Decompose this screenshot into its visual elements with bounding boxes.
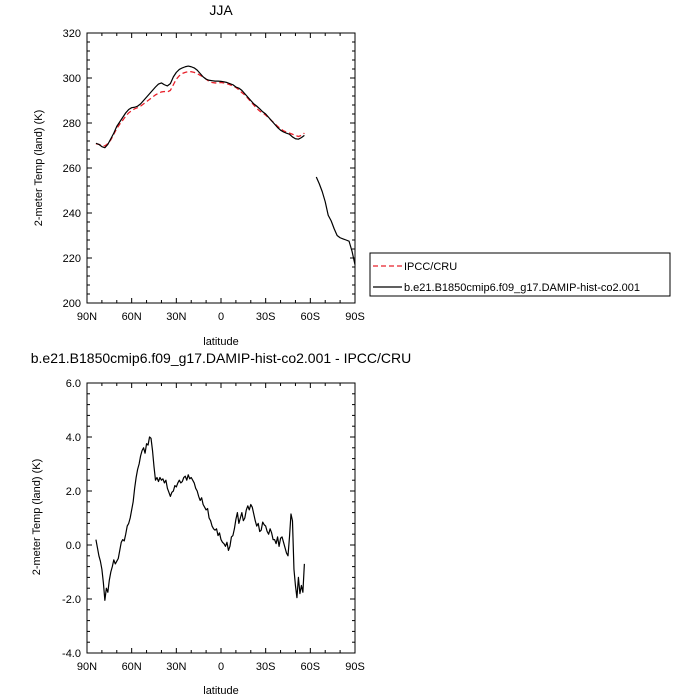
top-panel-y-tick-label: 280 xyxy=(63,118,81,130)
top-panel-title: JJA xyxy=(209,2,233,18)
legend-label-model: b.e21.B1850cmip6.f09_g17.DAMIP-hist-co2.… xyxy=(404,282,640,294)
bottom-panel-series xyxy=(95,436,305,601)
bottom-panel-x-tick-label: 90N xyxy=(77,661,97,673)
bottom-panel-y-tick-label: 0.0 xyxy=(66,540,81,552)
bottom-panel-x-tick-label: 90S xyxy=(345,661,365,673)
bottom-panel-x-tick-label: 30N xyxy=(166,661,186,673)
bottom-panel-y-tick-label: 2.0 xyxy=(66,486,81,498)
top-panel-x-tick-label: 90N xyxy=(77,311,97,323)
top-panel-xlabel: latitude xyxy=(203,336,238,348)
bottom-panel-x-tick-label: 60N xyxy=(122,661,142,673)
top-panel-x-tick-label: 30N xyxy=(166,311,186,323)
bottom-panel: b.e21.B1850cmip6.f09_g17.DAMIP-hist-co2.… xyxy=(31,350,412,697)
top-panel-series-line-1 xyxy=(95,65,356,265)
top-panel-y-tick-label: 320 xyxy=(63,28,81,40)
top-panel-y-tick-label: 300 xyxy=(63,73,81,85)
bottom-panel-plot-frame xyxy=(86,382,356,654)
top-panel: JJA 2-meter Temp (land) (K) latitude 90N… xyxy=(33,2,365,348)
top-panel-y-tick-label: 220 xyxy=(63,253,81,265)
top-panel-series xyxy=(95,65,356,265)
bottom-panel-x-tick-label: 0 xyxy=(218,661,224,673)
bottom-panel-y-tick-label: -2.0 xyxy=(62,594,81,606)
bottom-panel-title: b.e21.B1850cmip6.f09_g17.DAMIP-hist-co2.… xyxy=(31,350,412,366)
top-panel-ticks: 90N 60N 30N 0 30S 60S 90S 200 220 240 260 280 300 320 xyxy=(63,28,365,323)
bottom-panel-y-tick-label: 6.0 xyxy=(66,378,81,390)
top-panel-y-tick-label: 260 xyxy=(63,163,81,175)
top-panel-plot-frame xyxy=(86,32,356,304)
top-panel-x-tick-label: 60N xyxy=(122,311,142,323)
bottom-panel-x-tick-label: 60S xyxy=(301,661,321,673)
top-panel-y-tick-label: 240 xyxy=(63,208,81,220)
top-panel-x-tick-label: 90S xyxy=(345,311,365,323)
bottom-panel-ylabel: 2-meter Temp (land) (K) xyxy=(31,459,43,576)
top-panel-series-line-0 xyxy=(95,71,305,147)
bottom-panel-y-tick-label: -4.0 xyxy=(62,648,81,660)
legend-label-ipcc-cru: IPCC/CRU xyxy=(404,261,457,273)
top-panel-y-tick-label: 200 xyxy=(63,298,81,310)
top-panel-ylabel: 2-meter Temp (land) (K) xyxy=(33,110,45,227)
bottom-panel-x-tick-label: 30S xyxy=(256,661,276,673)
top-panel-x-tick-label: 60S xyxy=(301,311,321,323)
bottom-panel-y-tick-label: 4.0 xyxy=(66,432,81,444)
top-panel-x-tick-label: 30S xyxy=(256,311,276,323)
legend-box xyxy=(369,252,671,297)
legend: IPCC/CRU b.e21.B1850cmip6.f09_g17.DAMIP-… xyxy=(369,252,671,297)
bottom-panel-ticks: 90N 60N 30N 0 30S 60S 90S -4.0 -2.0 0.0 2.0 4.0 6.0 xyxy=(62,378,365,673)
bottom-panel-series-line-0 xyxy=(95,436,305,601)
bottom-panel-xlabel: latitude xyxy=(203,685,238,697)
top-panel-x-tick-label: 0 xyxy=(218,311,224,323)
